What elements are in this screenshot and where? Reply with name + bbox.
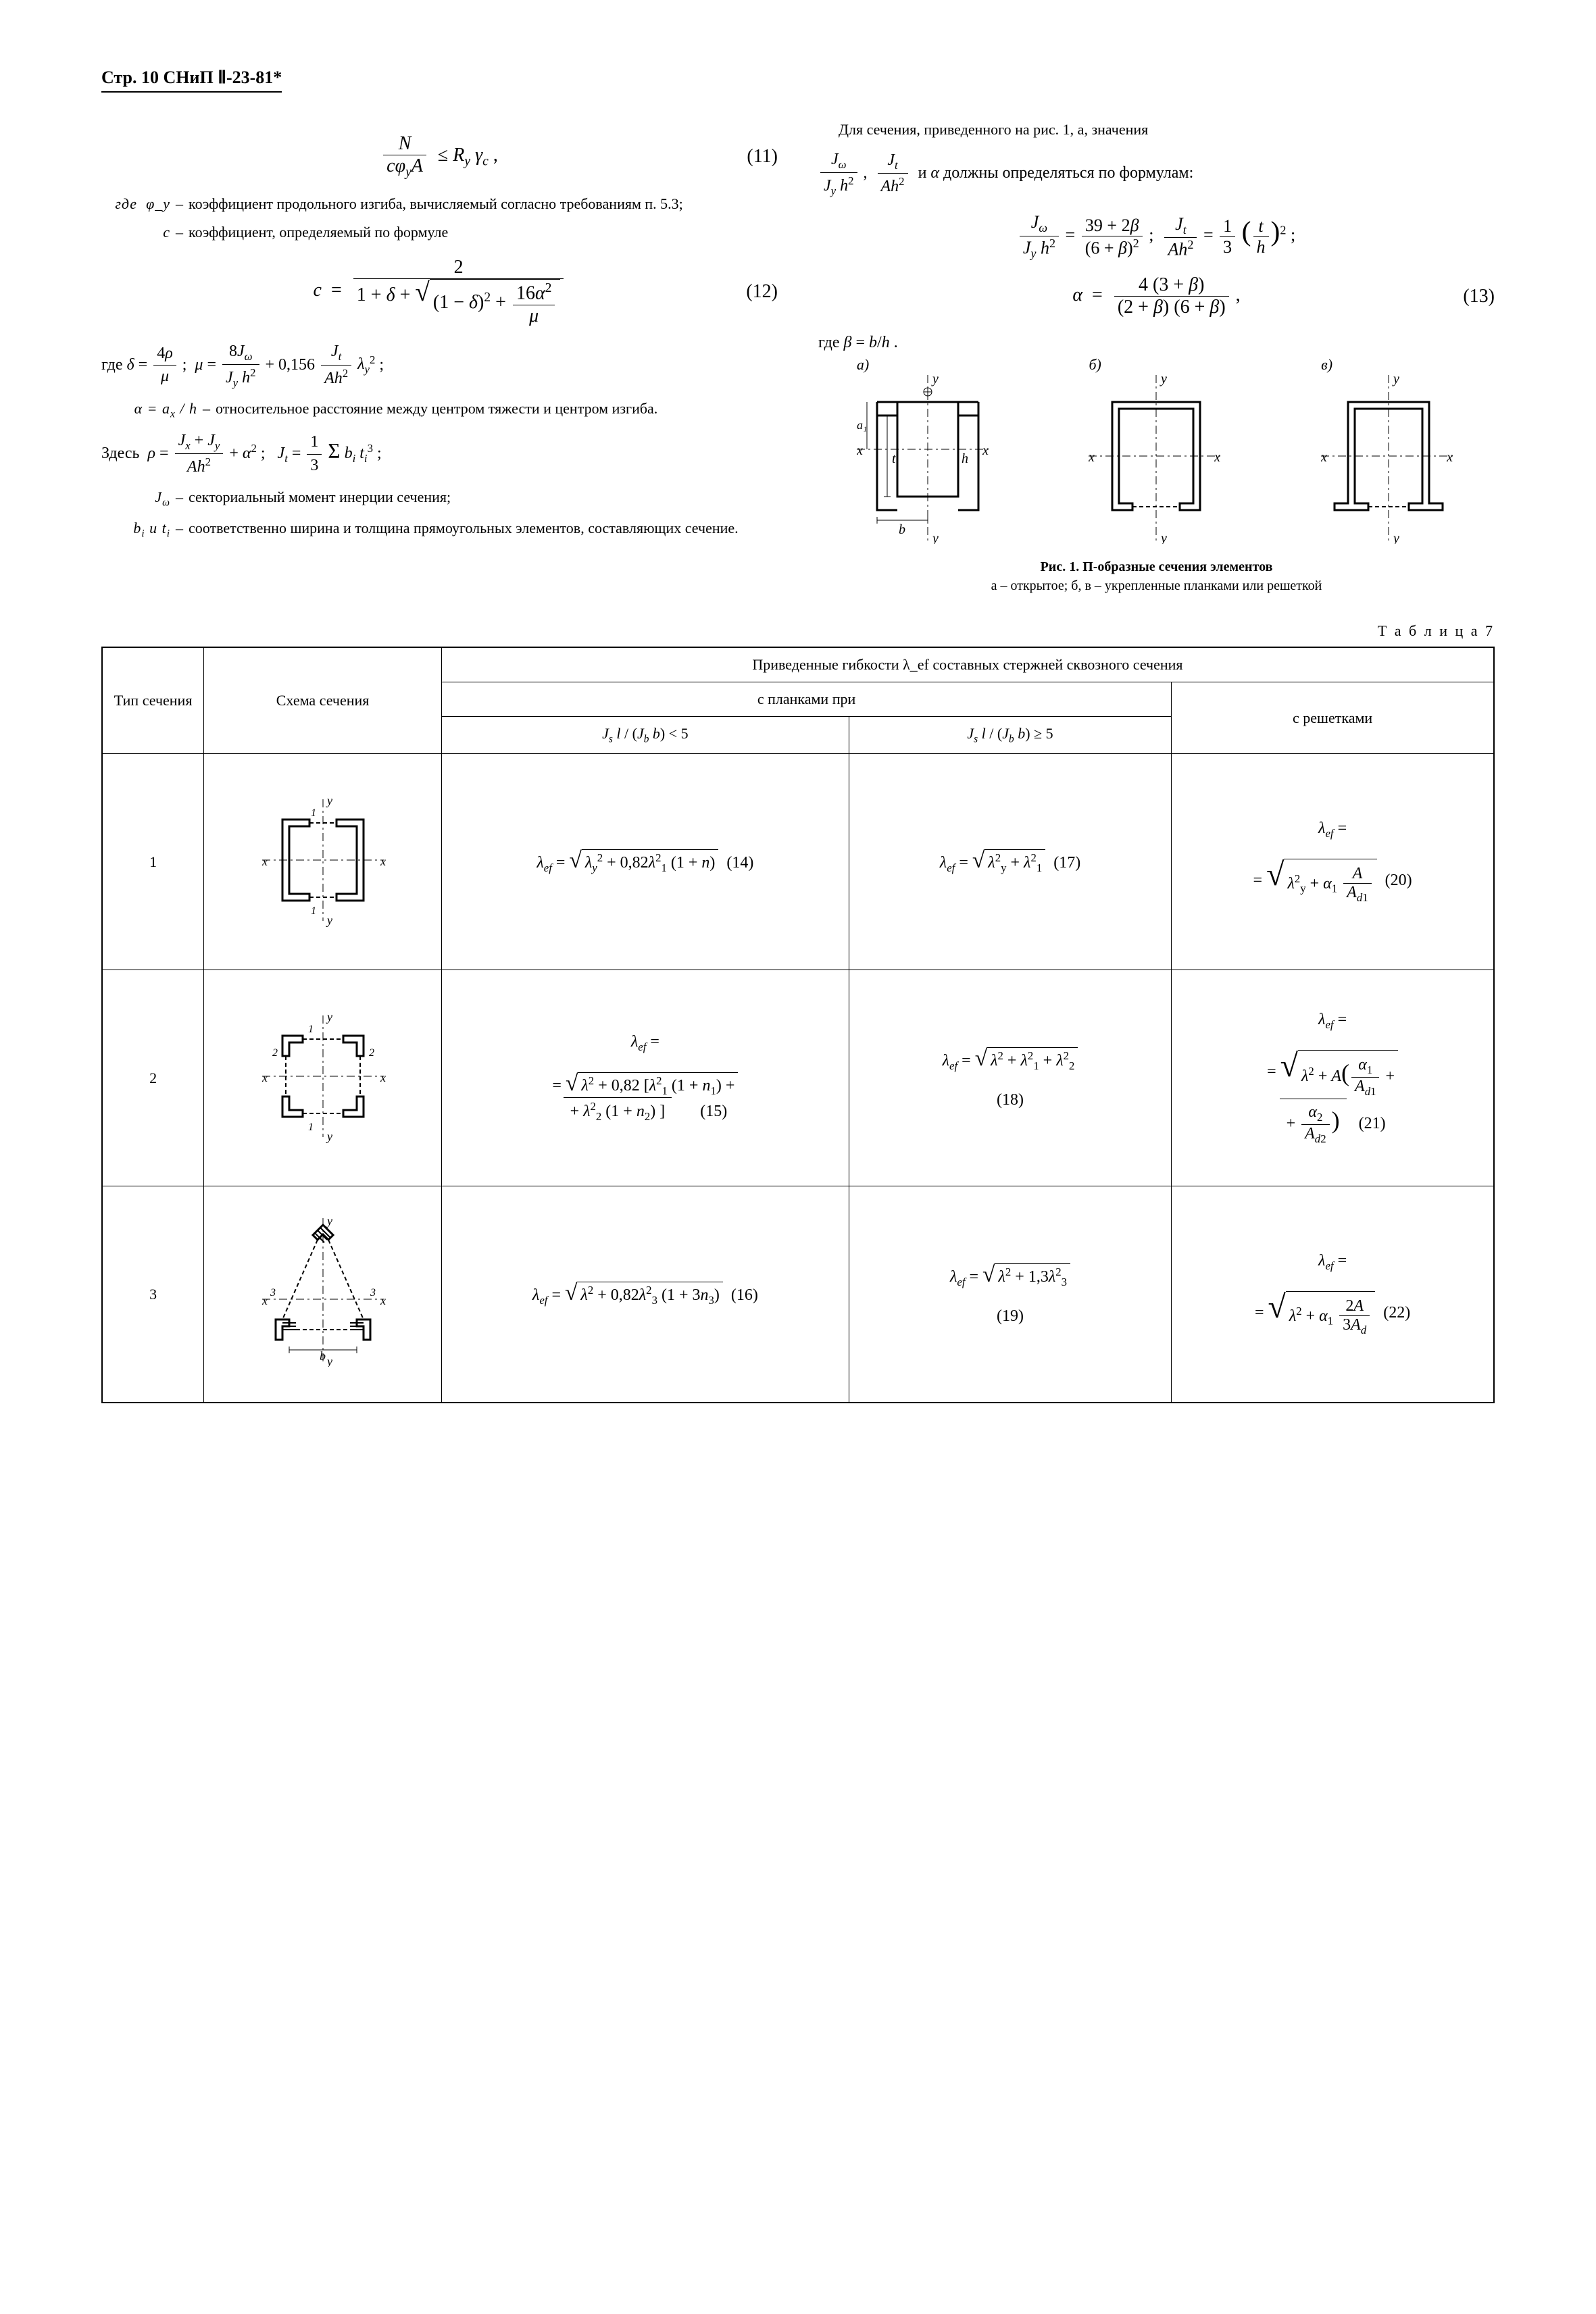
- svg-text:y: y: [1159, 531, 1167, 544]
- right-column: Для сечения, приведенного на рис. 1, а, …: [818, 120, 1495, 595]
- row2-scheme: x x y y 1 1 2 2: [204, 970, 442, 1186]
- table-7-title: Т а б л и ц а 7: [101, 622, 1495, 640]
- row3-scheme: x x y y 3 3 b: [204, 1186, 442, 1403]
- eq-num-12: (12): [746, 281, 778, 303]
- eq-num-13: (13): [1463, 286, 1495, 307]
- svg-text:2: 2: [272, 1047, 278, 1059]
- svg-text:x: x: [380, 1071, 386, 1084]
- figure-1-caption: Рис. 1. П-образные сечения элементов а –…: [818, 557, 1495, 595]
- svg-text:2: 2: [369, 1047, 374, 1059]
- beta-def: где β = b/h .: [818, 332, 1495, 355]
- scheme-1-svg: x x y y 1 1: [255, 793, 391, 928]
- def-jomega: Jω – секториальный момент инерции сечени…: [101, 487, 778, 510]
- fig-label-b: б): [1089, 356, 1101, 374]
- delta-mu-def: где δ = 4ρμ ; μ = 8JωJy h2 + 0,156 JtAh2…: [101, 341, 778, 391]
- svg-text:x: x: [982, 443, 989, 458]
- formula-13-row1: JωJy h2 = 39 + 2β(6 + β)2 ; JtAh2 = 13 (…: [818, 212, 1495, 261]
- row2-f15: λef = = √λ2 + 0,82 [λ21 (1 + n1) + + λ22…: [441, 970, 849, 1186]
- right-intro: Для сечения, приведенного на рис. 1, а, …: [818, 120, 1495, 141]
- svg-text:3: 3: [270, 1287, 276, 1299]
- svg-text:b: b: [899, 522, 905, 537]
- svg-text:y: y: [326, 913, 332, 927]
- body-columns: NcφyA ≤ Ry γc , (11) где φ_y – коэффицие…: [101, 120, 1495, 595]
- svg-text:x: x: [261, 1071, 268, 1084]
- right-terms: JωJy h2 , JtAh2 и α должны определяться …: [818, 149, 1495, 199]
- row3-num: 3: [102, 1186, 204, 1403]
- page-number: Стр. 10: [101, 68, 159, 87]
- def-alpha: α = ax / h – относительное расстояние ме…: [101, 399, 778, 422]
- col-planks-header: с планками при: [441, 682, 1171, 717]
- svg-text:a₁: a₁: [857, 418, 867, 432]
- svg-text:1: 1: [311, 807, 316, 819]
- eq-num-11: (11): [747, 146, 778, 168]
- fig-label-v: в): [1321, 356, 1332, 374]
- scheme-3-svg: x x y y 3 3 b: [255, 1218, 391, 1367]
- svg-text:x: x: [261, 1294, 268, 1307]
- row3-f19: λef = √λ2 + 1,3λ23 (19): [849, 1186, 1171, 1403]
- svg-text:1: 1: [308, 1024, 314, 1035]
- fig-label-a: а): [857, 356, 869, 374]
- col-lattice-header: с решетками: [1172, 682, 1494, 754]
- svg-text:x: x: [1214, 450, 1221, 465]
- table-row-3: 3: [102, 1186, 1494, 1403]
- col-sub2: Js l / (Jb b) ≥ 5: [849, 717, 1171, 754]
- svg-text:3: 3: [370, 1287, 376, 1299]
- col-main-header: Приведенные гибкости λ_ef составных стер…: [441, 647, 1494, 682]
- row1-scheme: x x y y 1 1: [204, 754, 442, 970]
- doc-code: СНиП Ⅱ-23-81*: [163, 68, 282, 87]
- row1-f17: λef = √λ2y + λ21 (17): [849, 754, 1171, 970]
- row3-f22: λef = = √λ2 + α1 2A3Ad (22): [1172, 1186, 1494, 1403]
- row2-num: 2: [102, 970, 204, 1186]
- svg-text:t: t: [892, 451, 896, 466]
- svg-text:y: y: [326, 1218, 332, 1228]
- svg-text:y: y: [1392, 375, 1399, 386]
- svg-text:1: 1: [308, 1122, 314, 1133]
- svg-text:y: y: [326, 1010, 332, 1024]
- row1-f14: λef = √λy2 + 0,82λ21 (1 + n) (14): [441, 754, 849, 970]
- col-sub1: Js l / (Jb b) < 5: [441, 717, 849, 754]
- svg-text:x: x: [1321, 450, 1327, 465]
- svg-text:y: y: [326, 794, 332, 807]
- page-header: Стр. 10 СНиП Ⅱ-23-81*: [101, 68, 282, 93]
- here-rho-jt: Здесь ρ = Jx + JyAh2 + α2 ; Jt = 13 Σ bi…: [101, 430, 778, 479]
- row2-f21: λef = = √λ2 + A(α1Ad1 + + α2Ad2) (21): [1172, 970, 1494, 1186]
- row1-num: 1: [102, 754, 204, 970]
- section-a-svg: x x y y a₁ t h b: [857, 375, 992, 544]
- section-b-svg: x x y y: [1089, 375, 1224, 544]
- formula-13-row2: α = 4 (3 + β)(2 + β) (6 + β) , (13): [818, 274, 1495, 318]
- row3-f16: λef = √λ2 + 0,82λ23 (1 + 3n3) (16): [441, 1186, 849, 1403]
- def-phi-y: где φ_y – коэффициент продольного изгиба…: [101, 194, 778, 215]
- table-7: Тип сечения Схема сечения Приведенные ги…: [101, 647, 1495, 1403]
- svg-text:y: y: [931, 375, 939, 386]
- svg-text:h: h: [962, 451, 968, 466]
- formula-11: NcφyA ≤ Ry γc , (11): [101, 133, 778, 180]
- svg-text:x: x: [1446, 450, 1453, 465]
- svg-text:x: x: [380, 855, 386, 868]
- formula-12: c = 2 1 + δ + √(1 − δ)2 + 16α2μ (12): [101, 257, 778, 326]
- section-v-svg: x x y y: [1321, 375, 1456, 544]
- table-row-2: 2 x x: [102, 970, 1494, 1186]
- svg-text:y: y: [931, 531, 939, 544]
- left-column: NcφyA ≤ Ry γc , (11) где φ_y – коэффицие…: [101, 120, 778, 595]
- def-c: c – коэффициент, определяемый по формуле: [101, 222, 778, 243]
- svg-text:y: y: [326, 1130, 332, 1143]
- table-row-1: 1 x x y y 1 1: [102, 754, 1494, 970]
- svg-text:1: 1: [311, 905, 316, 917]
- scheme-2-svg: x x y y 1 1 2 2: [255, 1009, 391, 1144]
- def-bi-ti: bi и ti – соответственно ширина и толщин…: [101, 518, 778, 541]
- svg-text:y: y: [326, 1355, 332, 1367]
- svg-text:b: b: [320, 1349, 326, 1363]
- figure-1: а) x x y: [818, 375, 1495, 544]
- svg-text:x: x: [261, 855, 268, 868]
- row1-f20: λef = = √λ2y + α1 AAd1 (20): [1172, 754, 1494, 970]
- col-type-header: Тип сечения: [102, 647, 204, 754]
- svg-text:y: y: [1392, 531, 1399, 544]
- row2-f18: λef = √λ2 + λ21 + λ22 (18): [849, 970, 1171, 1186]
- svg-text:y: y: [1159, 375, 1167, 386]
- svg-text:x: x: [1089, 450, 1095, 465]
- svg-text:x: x: [380, 1294, 386, 1307]
- col-scheme-header: Схема сечения: [204, 647, 442, 754]
- svg-text:x: x: [857, 443, 863, 458]
